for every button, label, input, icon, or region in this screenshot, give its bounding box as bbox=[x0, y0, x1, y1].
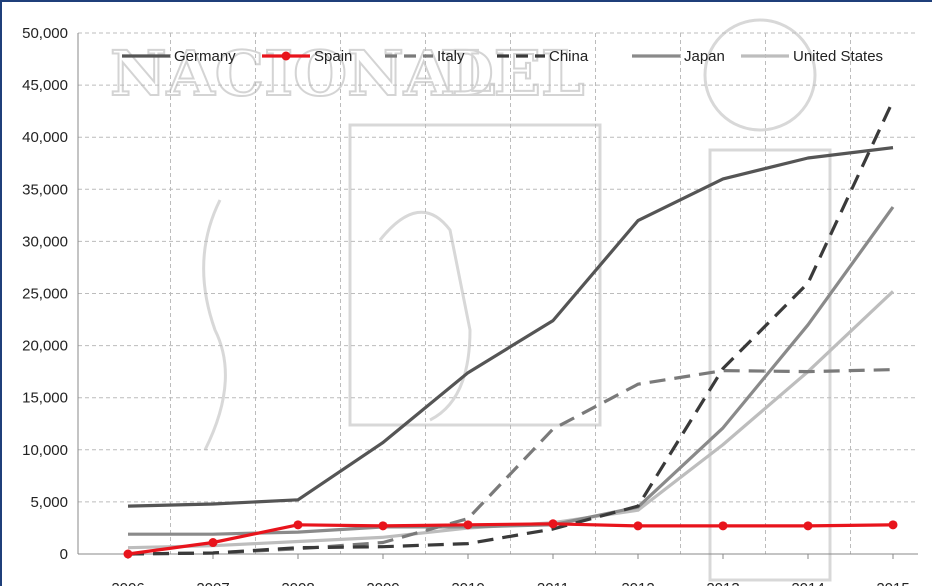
watermark-text-1: NACIONAL bbox=[110, 37, 496, 110]
x-tick-label: 2012 bbox=[621, 580, 654, 586]
data-point-spain bbox=[293, 520, 303, 530]
data-point-spain bbox=[123, 549, 133, 559]
series-line-china bbox=[127, 100, 895, 556]
legend-item-germany: Germany bbox=[122, 48, 236, 65]
x-tick-label: 2010 bbox=[451, 580, 484, 586]
y-tick-label: 35,000 bbox=[22, 181, 68, 198]
y-tick-label: 10,000 bbox=[22, 442, 68, 459]
y-tick-label: 5,000 bbox=[30, 494, 68, 511]
grid-lines bbox=[78, 32, 918, 554]
legend-marker bbox=[281, 51, 291, 61]
legend-item-spain: Spain bbox=[262, 48, 352, 65]
x-tick-label: 2014 bbox=[791, 580, 824, 586]
x-tick-label: 2015 bbox=[876, 580, 909, 586]
legend-label: Japan bbox=[684, 48, 725, 65]
y-tick-label: 45,000 bbox=[22, 77, 68, 94]
series-lines bbox=[123, 100, 898, 559]
x-axis-tick-labels: 2006 2007 2008 2009 2010 2011 2012 2013 2014 2015 bbox=[111, 580, 909, 586]
series-line-germany bbox=[127, 146, 894, 508]
data-point-spain bbox=[208, 538, 218, 548]
data-point-spain bbox=[718, 521, 728, 531]
legend-label: China bbox=[549, 48, 589, 65]
x-tick-label: 2007 bbox=[196, 580, 229, 586]
watermark-plant bbox=[202, 199, 227, 451]
data-point-spain bbox=[378, 521, 388, 531]
data-point-spain bbox=[548, 519, 558, 529]
y-tick-label: 40,000 bbox=[22, 129, 68, 146]
y-tick-label: 15,000 bbox=[22, 390, 68, 407]
x-tick-label: 2008 bbox=[281, 580, 314, 586]
y-tick-label: 0 bbox=[60, 546, 68, 563]
x-tick-label: 2013 bbox=[706, 580, 739, 586]
watermark-llama bbox=[378, 210, 472, 422]
x-tick-label: 2009 bbox=[366, 580, 399, 586]
watermark-shield bbox=[348, 123, 602, 427]
legend-label: United States bbox=[793, 48, 883, 65]
y-tick-label: 30,000 bbox=[22, 233, 68, 250]
watermark-text-2: DEL bbox=[440, 37, 585, 110]
axes bbox=[77, 33, 918, 559]
legend-item-japan: Japan bbox=[632, 48, 725, 65]
y-tick-label: 20,000 bbox=[22, 338, 68, 355]
watermark-circle bbox=[703, 18, 817, 132]
watermark-column bbox=[708, 148, 832, 582]
x-tick-label: 2011 bbox=[537, 580, 569, 586]
legend-item-italy: Italy bbox=[385, 48, 465, 65]
legend-item-china: China bbox=[497, 48, 589, 65]
data-point-spain bbox=[888, 520, 898, 530]
data-point-spain bbox=[633, 521, 643, 531]
x-tick-label: 2006 bbox=[111, 580, 144, 586]
data-point-spain bbox=[463, 520, 473, 530]
legend-item-united-states: United States bbox=[741, 48, 883, 65]
series-line-spain bbox=[127, 522, 894, 556]
legend-label: Germany bbox=[174, 48, 236, 65]
legend-label: Spain bbox=[314, 48, 352, 65]
y-axis-tick-labels: 0 5,000 10,000 15,000 20,000 25,000 30,000 35,0… bbox=[22, 25, 68, 563]
legend-label: Italy bbox=[437, 48, 465, 65]
y-tick-label: 50,000 bbox=[22, 25, 68, 42]
legend: Germany Spain Italy China Japan United States bbox=[122, 48, 883, 65]
y-tick-label: 25,000 bbox=[22, 286, 68, 303]
data-point-spain bbox=[803, 521, 813, 531]
